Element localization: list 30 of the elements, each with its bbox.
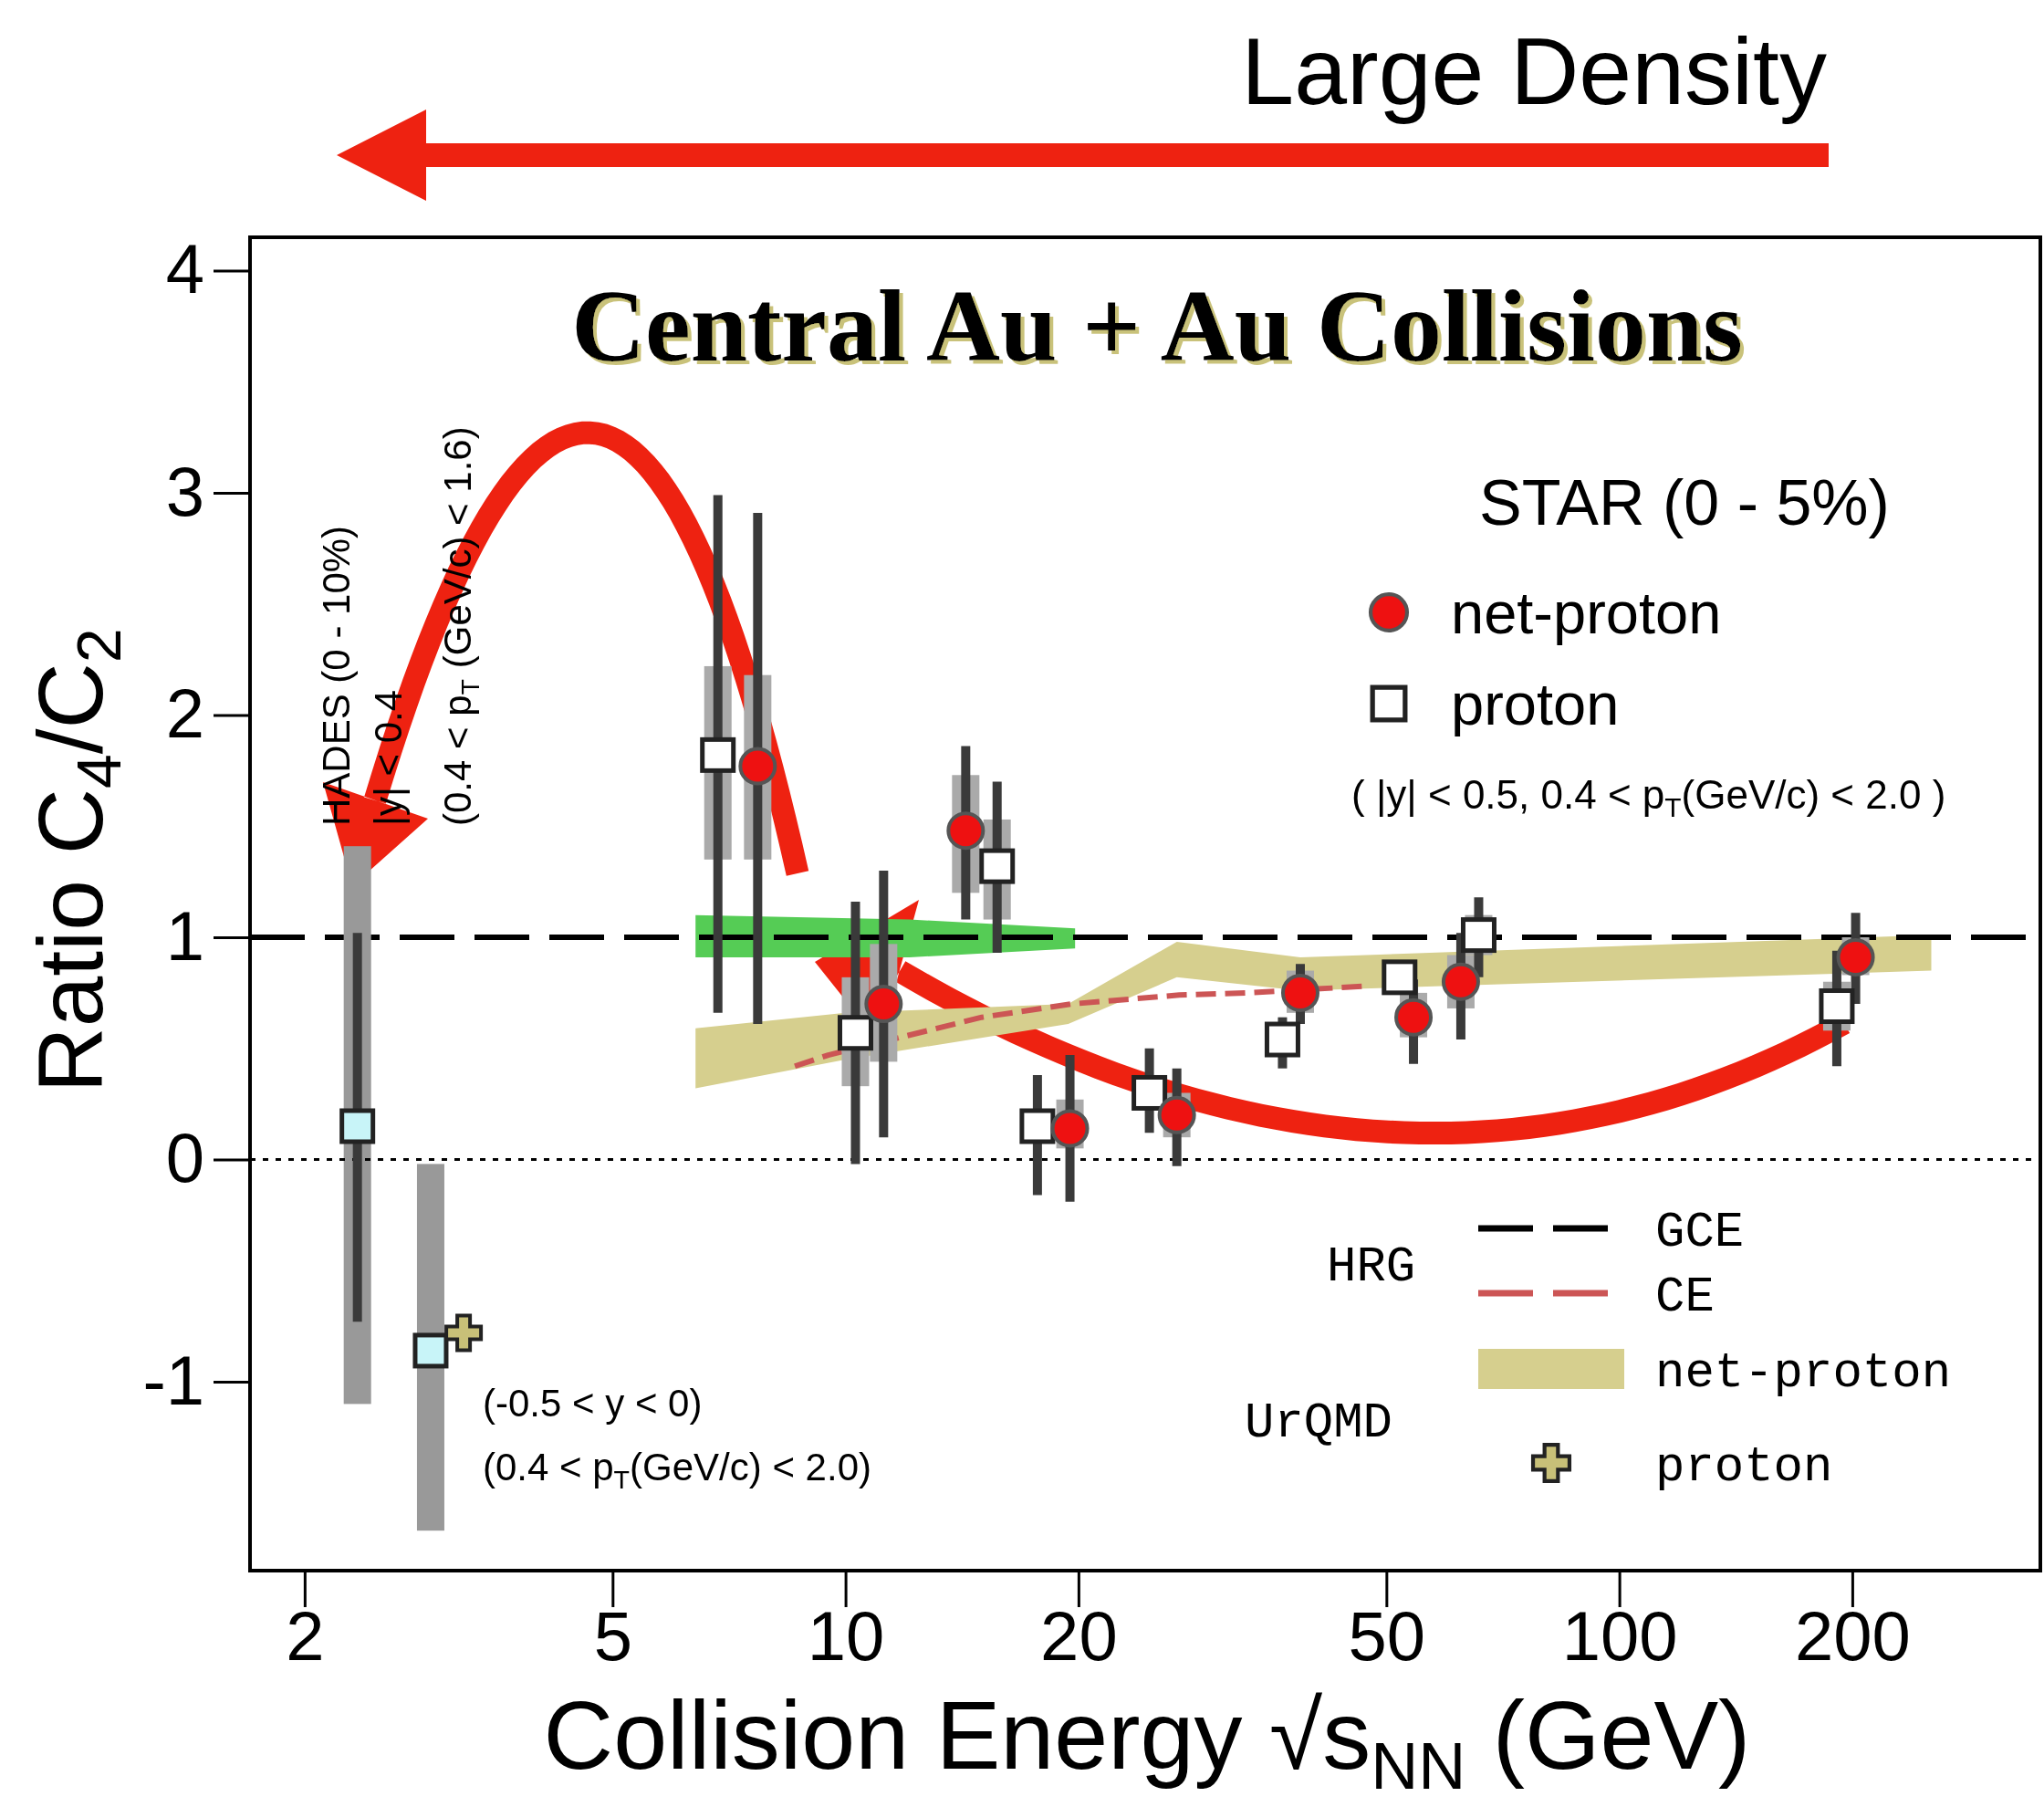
y-tick-label: 3: [165, 452, 204, 530]
y-tick-label: 0: [165, 1119, 204, 1197]
x-tick-label: 2: [286, 1596, 325, 1675]
x-tick-label: 200: [1794, 1596, 1911, 1675]
x-tick-label: 50: [1348, 1596, 1426, 1675]
x-axis-title: Collision Energy √s$_{NN}$ (GeV): [543, 1681, 1751, 1802]
annotation: UrQMD: [1245, 1395, 1393, 1451]
x-tick-label: 100: [1561, 1596, 1678, 1675]
chart-title: Central Au + Au Collisions: [571, 269, 1743, 382]
x-tick-label: 10: [807, 1596, 885, 1675]
annotation: |y| < 0.4: [367, 689, 410, 826]
legend-label: net-proton: [1451, 579, 1722, 646]
legend-label: proton: [1655, 1438, 1833, 1495]
annotation: HADES (0 - 10%): [315, 525, 358, 826]
x-tick-label: 5: [593, 1596, 632, 1675]
y-tick-label: 2: [165, 674, 204, 753]
text: Large Density: [1241, 18, 1827, 124]
annotation: HRG: [1327, 1239, 1416, 1295]
annotation: (0.4 < p$_{T}$(GeV/c) < 2.0): [483, 1446, 871, 1494]
y-tick-label: 1: [165, 896, 204, 975]
legend-label: CE: [1655, 1269, 1715, 1325]
legend-label: net-proton: [1655, 1344, 1952, 1401]
annotation: (-0.5 < y < 0): [483, 1382, 703, 1425]
x-tick-label: 20: [1040, 1596, 1118, 1675]
legend-title: STAR (0 - 5%): [1479, 467, 1890, 538]
legend-label: GCE: [1655, 1204, 1745, 1260]
annotation: ( |y| < 0.5, 0.4 < p$_{T}$(GeV/c) < 2.0 ): [1351, 772, 1946, 822]
legend-label: proton: [1451, 670, 1620, 737]
y-tick-label: -1: [142, 1341, 204, 1419]
y-tick-label: 4: [165, 230, 204, 308]
